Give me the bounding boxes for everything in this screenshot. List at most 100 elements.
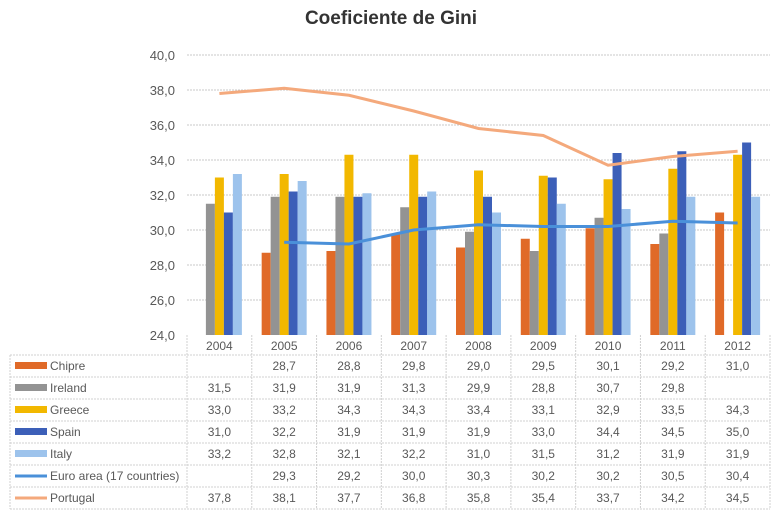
table-cell: 29,0 (467, 359, 491, 373)
table-cell: 31,9 (661, 447, 685, 461)
table-cell: 31,0 (467, 447, 491, 461)
table-cell: 35,0 (726, 425, 750, 439)
table-cell: 33,4 (467, 403, 491, 417)
bar-greece (279, 174, 289, 335)
x-tick-label: 2009 (530, 339, 557, 353)
bar-spain (223, 212, 233, 335)
y-tick-label: 24,0 (150, 328, 175, 343)
bar-chipre (520, 238, 530, 335)
bar-italy (362, 193, 372, 335)
table-cell: 31,3 (402, 381, 426, 395)
table-cell: 28,7 (272, 359, 296, 373)
legend-label: Greece (50, 403, 90, 417)
bar-ireland (400, 207, 410, 335)
legend-label: Euro area (17 countries) (50, 469, 179, 483)
bar-ireland (205, 203, 215, 335)
bar-spain (547, 177, 557, 335)
y-tick-label: 40,0 (150, 48, 175, 63)
bar-greece (668, 168, 678, 335)
x-tick-label: 2006 (336, 339, 363, 353)
table-cell: 36,8 (402, 491, 426, 505)
bar-ireland (335, 196, 345, 335)
table-cell: 30,1 (596, 359, 620, 373)
bar-spain (677, 151, 687, 335)
table-cell: 31,0 (208, 425, 232, 439)
x-tick-label: 2011 (660, 339, 686, 353)
table-cell: 29,2 (337, 469, 361, 483)
x-tick-label: 2004 (206, 339, 233, 353)
x-tick-label: 2012 (724, 339, 751, 353)
table-cell: 32,1 (337, 447, 361, 461)
bar-spain (418, 196, 428, 335)
bar-italy (492, 212, 501, 335)
table-cell: 32,8 (272, 447, 296, 461)
table-cell: 33,2 (272, 403, 296, 417)
table-cell: 33,2 (208, 447, 232, 461)
bar-italy (427, 191, 437, 335)
table-cell: 31,9 (467, 425, 491, 439)
bar-chipre (650, 244, 660, 335)
bar-italy (686, 196, 696, 335)
table-cell: 32,2 (272, 425, 296, 439)
table-cell: 30,2 (596, 469, 620, 483)
bar-greece (214, 177, 224, 335)
table-cell: 28,8 (532, 381, 556, 395)
table-cell: 28,8 (337, 359, 361, 373)
table-cell: 33,1 (532, 403, 556, 417)
legend-swatch (15, 450, 47, 457)
bar-ireland (594, 217, 604, 335)
bar-chipre (261, 252, 271, 335)
table-cell: 33,0 (208, 403, 232, 417)
chart-title: Coeficiente de Gini (304, 8, 478, 29)
legend-label: Italy (50, 447, 72, 461)
table-cell: 38,1 (272, 491, 296, 505)
x-tick-label: 2007 (400, 339, 427, 353)
bar-spain (612, 153, 622, 335)
bar-ireland (270, 196, 280, 335)
line-euro-area-17-countries- (284, 219, 738, 246)
table-cell: 31,5 (532, 447, 556, 461)
table-cell: 29,3 (272, 469, 296, 483)
table-cell: 30,2 (532, 469, 556, 483)
bar-greece (603, 179, 613, 335)
legend-label: Portugal (50, 491, 95, 505)
bar-spain (353, 196, 363, 335)
legend-label: Ireland (50, 381, 87, 395)
table-cell: 31,2 (596, 447, 620, 461)
table-cell: 30,0 (402, 469, 426, 483)
table-cell: 31,0 (726, 359, 750, 373)
legend-swatch (15, 384, 47, 391)
x-tick-label: 2010 (595, 339, 622, 353)
table-cell: 30,3 (467, 469, 491, 483)
bar-greece (409, 154, 419, 335)
y-tick-label: 28,0 (150, 258, 175, 273)
table-cell: 30,5 (661, 469, 685, 483)
table-cell: 34,4 (596, 425, 620, 439)
table-cell: 37,7 (337, 491, 361, 505)
table-cell: 32,2 (402, 447, 426, 461)
table-cell: 29,8 (402, 359, 426, 373)
legend-swatch (15, 428, 47, 435)
table-cell: 33,5 (661, 403, 685, 417)
y-tick-label: 38,0 (150, 83, 175, 98)
bar-italy (751, 196, 761, 335)
table-cell: 29,5 (532, 359, 556, 373)
table-cell: 33,7 (596, 491, 620, 505)
bar-chipre (456, 247, 465, 335)
y-tick-label: 26,0 (150, 293, 175, 308)
table-cell: 37,8 (208, 491, 232, 505)
bar-italy (232, 174, 242, 335)
legend-label: Spain (50, 425, 81, 439)
x-tick-label: 2005 (271, 339, 298, 353)
y-tick-label: 36,0 (150, 118, 175, 133)
bar-spain (742, 142, 752, 335)
bar-chipre (391, 233, 401, 335)
table-cell: 34,3 (337, 403, 361, 417)
legend-swatch (15, 362, 47, 369)
table-cell: 34,5 (726, 491, 750, 505)
bar-chipre (715, 212, 725, 335)
bar-spain (288, 191, 298, 335)
bar-spain (483, 196, 492, 335)
table-cell: 30,7 (596, 381, 620, 395)
